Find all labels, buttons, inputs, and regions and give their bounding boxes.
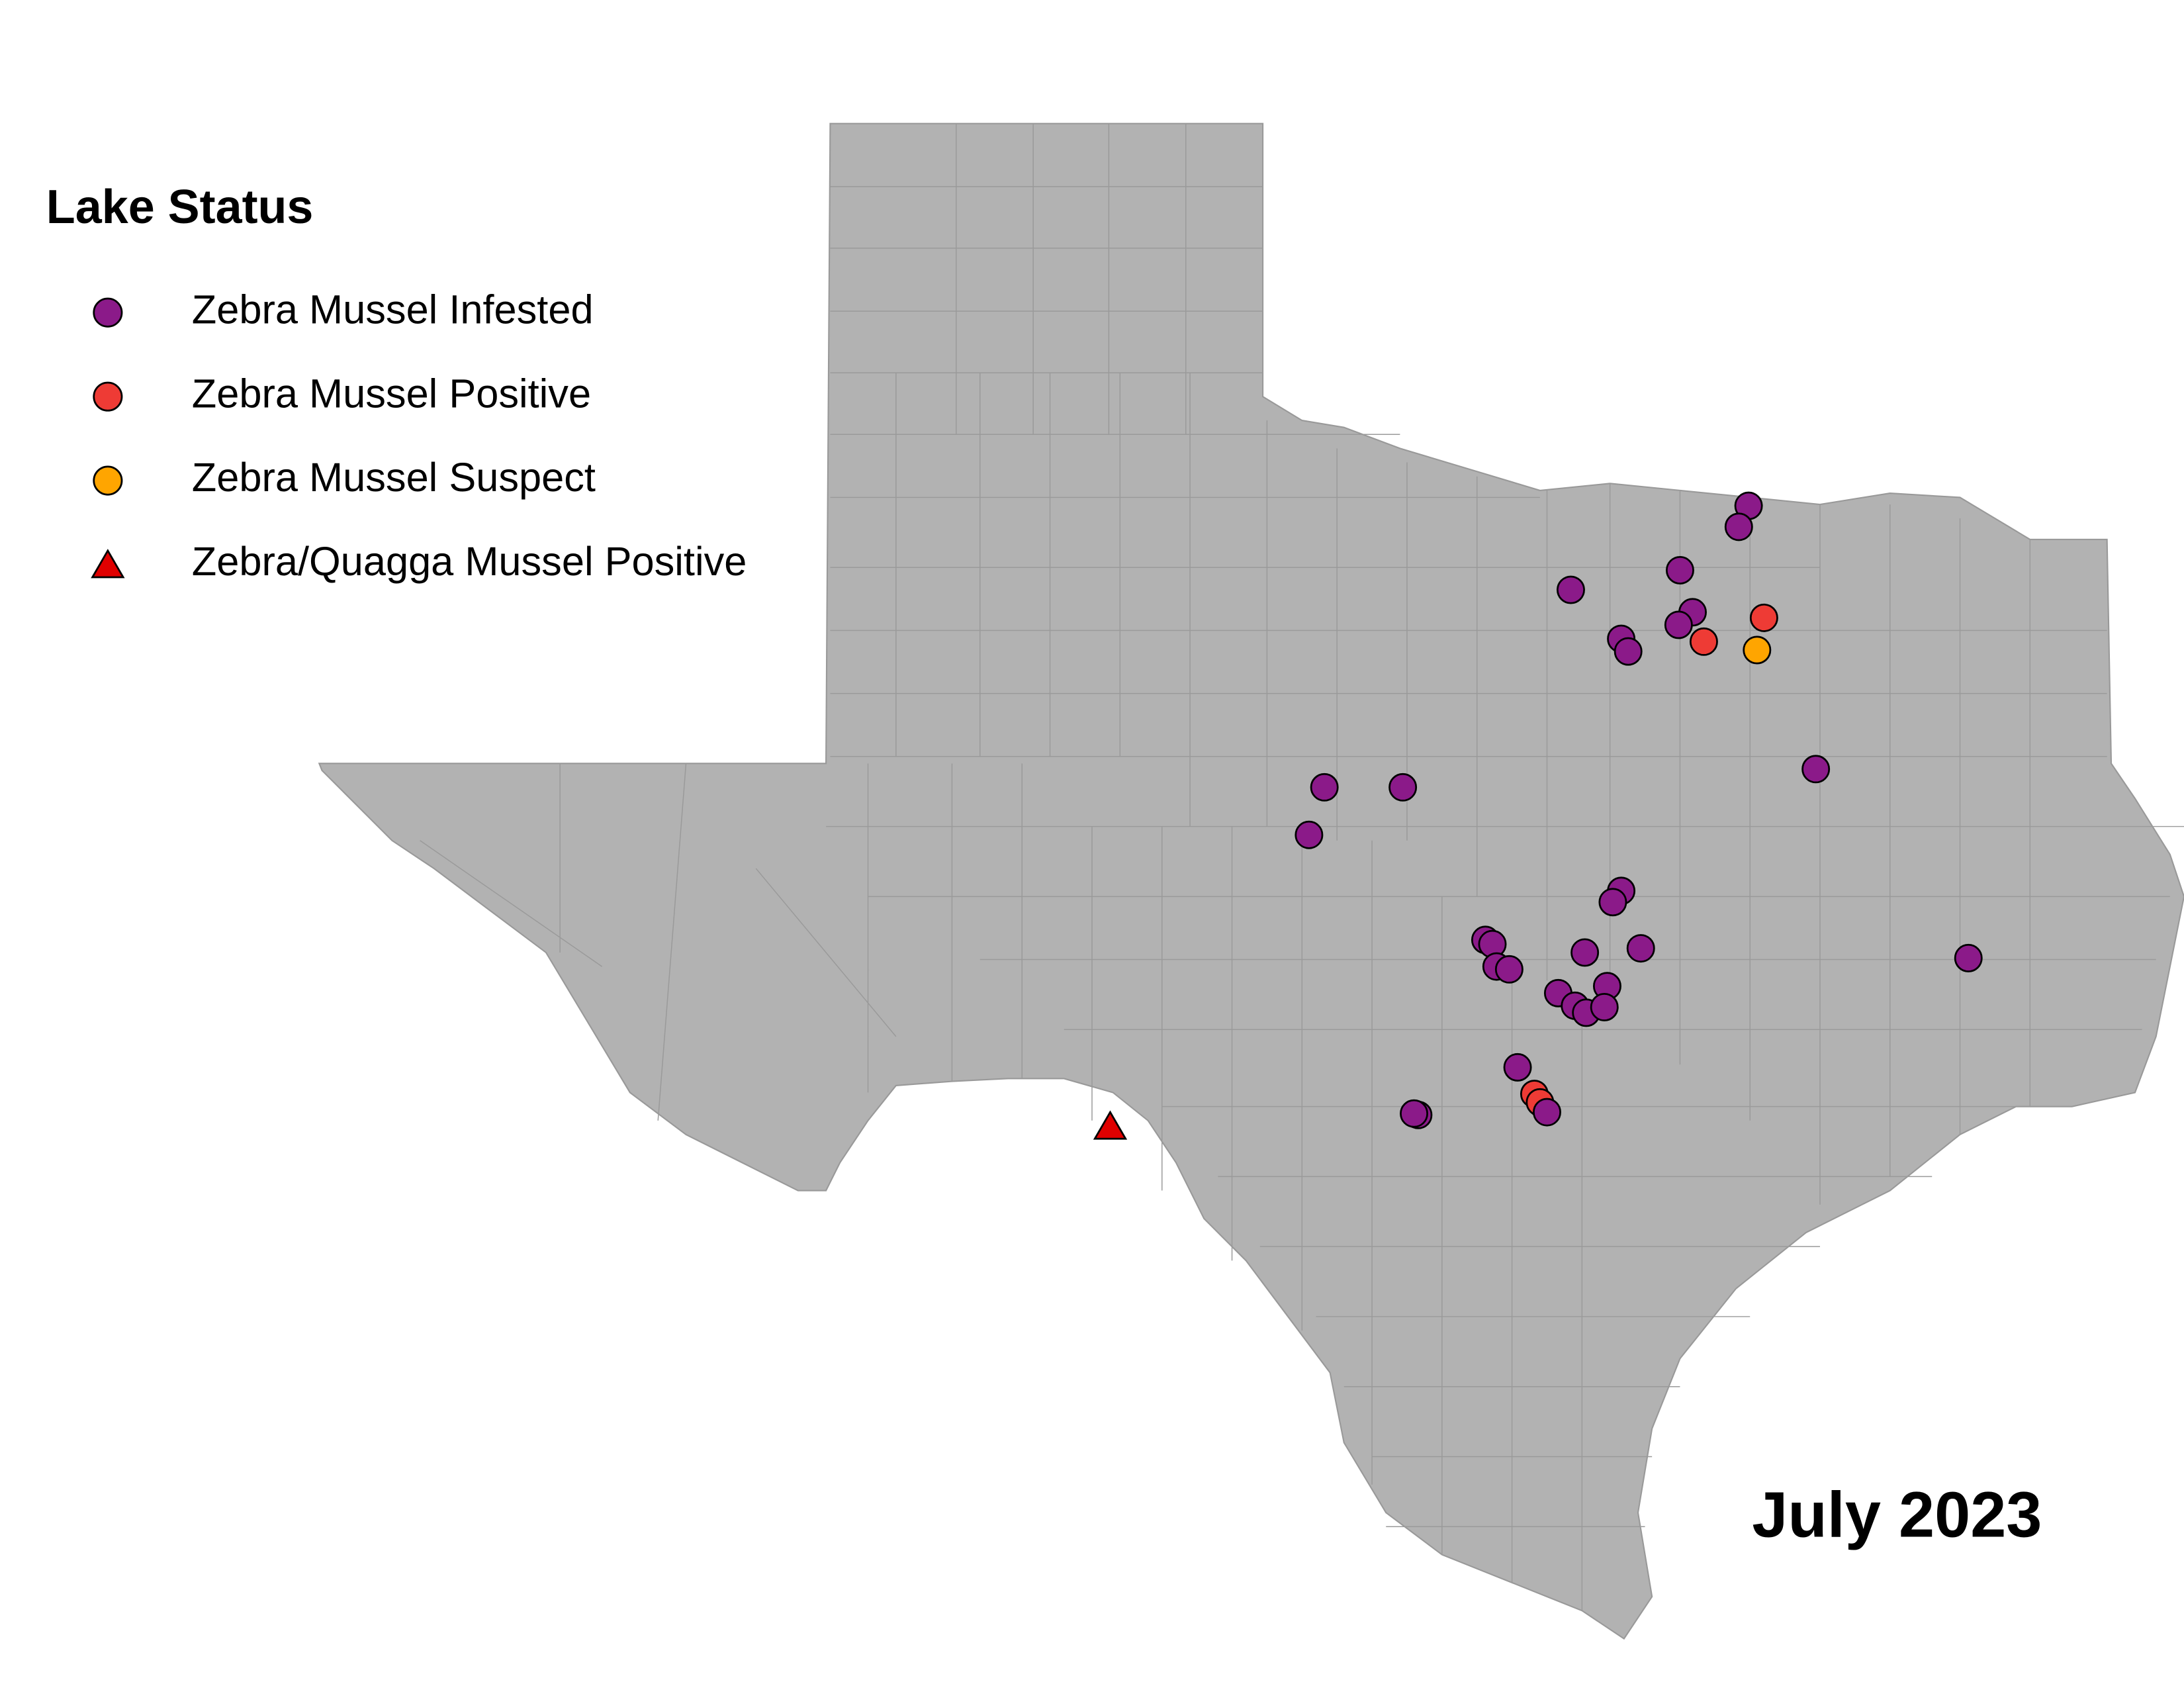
date-label: July 2023: [1752, 1478, 2042, 1550]
lake-marker: [1801, 755, 1831, 784]
lake-marker: [1570, 938, 1600, 967]
legend-label: Zebra Mussel Positive: [192, 370, 591, 416]
legend-label: Zebra Mussel Infested: [192, 286, 594, 332]
lake-marker: [1533, 1098, 1561, 1127]
legend-title: Lake Status: [46, 181, 314, 234]
legend-symbol: [93, 297, 123, 328]
lake-marker: [1295, 820, 1324, 849]
lake-marker: [1626, 934, 1655, 963]
legend-symbol: [93, 465, 123, 496]
lake-marker: [1503, 1053, 1532, 1082]
county-lines: [420, 123, 2184, 1611]
lake-marker: [1590, 992, 1619, 1021]
lake-marker: [1689, 627, 1718, 656]
lake-marker: [1743, 635, 1772, 665]
lake-marker: [1665, 555, 1694, 585]
lake-marker: [1749, 603, 1778, 632]
lake-sites: [1093, 491, 1983, 1140]
lake-marker: [1724, 512, 1753, 541]
legend-symbol: [91, 549, 125, 579]
legend-symbol: [93, 381, 123, 412]
lake-marker: [1388, 773, 1418, 802]
legend-label: Zebra/Quagga Mussel Positive: [192, 538, 747, 584]
lake-marker: [1954, 943, 1983, 972]
lake-marker: [1664, 610, 1693, 639]
lake-marker: [1494, 955, 1524, 984]
lake-marker: [1614, 637, 1643, 666]
legend-label: Zebra Mussel Suspect: [192, 454, 596, 500]
lake-marker: [1093, 1110, 1128, 1140]
lake-marker: [1310, 773, 1339, 802]
legend: Zebra Mussel Infested Zebra Mussel Positi…: [91, 286, 747, 584]
lake-marker: [1400, 1099, 1429, 1128]
lake-marker: [1598, 888, 1627, 917]
lake-marker: [1556, 575, 1585, 604]
